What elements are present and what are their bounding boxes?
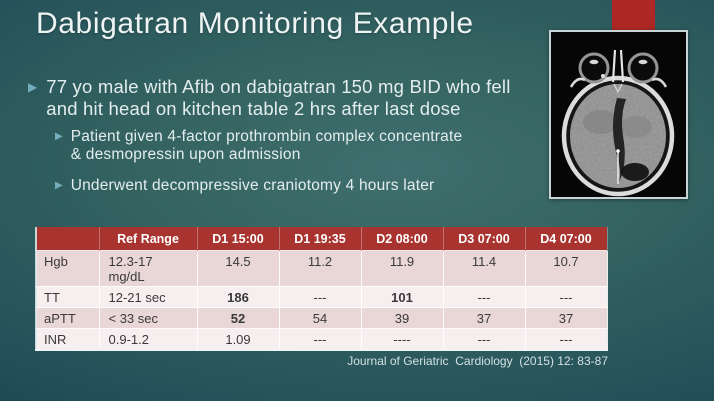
table-cell: 39 [361,307,444,329]
sub-bullet-item: ▶ Underwent decompressive craniotomy 4 h… [55,177,550,195]
table-cell: --- [443,328,526,350]
table-row-hgb: Hgb 12.3-17 mg/dL 14.5 11.2 11.9 11.4 10… [36,250,608,287]
table-cell: 1.09 [197,328,280,350]
bullet-list: ▶ 77 yo male with Afib on dabigatran 150… [28,76,550,195]
bullet-item: ▶ 77 yo male with Afib on dabigatran 150… [28,76,550,119]
table-cell: 11.9 [361,250,444,287]
table-row-tt: TT 12-21 sec 186 --- 101 --- --- [36,286,608,308]
table-cell: --- [279,286,362,308]
table-cell: 101 [361,286,444,308]
bullet-triangle-icon: ▶ [55,131,63,142]
table-header-row: Ref Range D1 15:00 D1 19:35 D2 08:00 D3 … [36,227,608,251]
ref-range-cell: 0.9-1.2 [99,328,198,350]
bullet-triangle-icon: ▶ [28,80,38,94]
ct-scan-image [549,30,688,199]
column-header-d1-1500: D1 15:00 [197,227,280,251]
table-row-aptt: aPTT < 33 sec 52 54 39 37 37 [36,307,608,329]
table-cell: 10.7 [525,250,608,287]
row-label: TT [36,286,100,308]
column-header-ref-range: Ref Range [99,227,198,251]
table-cell: 37 [443,307,526,329]
table-cell: 11.2 [279,250,362,287]
column-header-d3-0700: D3 07:00 [443,227,526,251]
row-label: Hgb [36,250,100,287]
table-cell: 186 [197,286,280,308]
table-cell: --- [279,328,362,350]
row-label: aPTT [36,307,100,329]
table-cell: --- [525,286,608,308]
red-accent-bar [612,0,655,32]
column-header-d1-1935: D1 19:35 [279,227,362,251]
journal-citation: Journal of Geriatric Cardiology (2015) 1… [347,354,608,368]
table-row-inr: INR 0.9-1.2 1.09 --- ---- --- --- [36,328,608,350]
ref-range-cell: < 33 sec [99,307,198,329]
column-header-d2-0800: D2 08:00 [361,227,444,251]
head-ct-illustration [551,32,686,197]
sub-bullet-text: Patient given 4-factor prothrombin compl… [70,128,463,163]
sub-bullet-text: Underwent decompressive craniotomy 4 hou… [70,177,435,194]
slide-title: Dabigatran Monitoring Example [36,7,474,40]
column-header-d4-0700: D4 07:00 [525,227,608,251]
column-header-blank [36,227,100,251]
sub-bullet-list: ▶ Patient given 4-factor prothrombin com… [55,128,550,195]
table-cell: 37 [525,307,608,329]
ref-range-cell: 12.3-17 mg/dL [99,250,198,287]
bullet-triangle-icon: ▶ [55,180,63,191]
table-cell: 11.4 [443,250,526,287]
table-cell: 54 [279,307,362,329]
table-cell: 14.5 [197,250,280,287]
ref-range-cell: 12-21 sec [99,286,198,308]
lab-results-table: Ref Range D1 15:00 D1 19:35 D2 08:00 D3 … [35,227,608,351]
table-cell: --- [443,286,526,308]
table-cell: --- [525,328,608,350]
bullet-text: 77 yo male with Afib on dabigatran 150 m… [46,76,511,119]
sub-bullet-item: ▶ Patient given 4-factor prothrombin com… [55,128,550,164]
table-cell: 52 [197,307,280,329]
row-label: INR [36,328,100,350]
table-cell: ---- [361,328,444,350]
